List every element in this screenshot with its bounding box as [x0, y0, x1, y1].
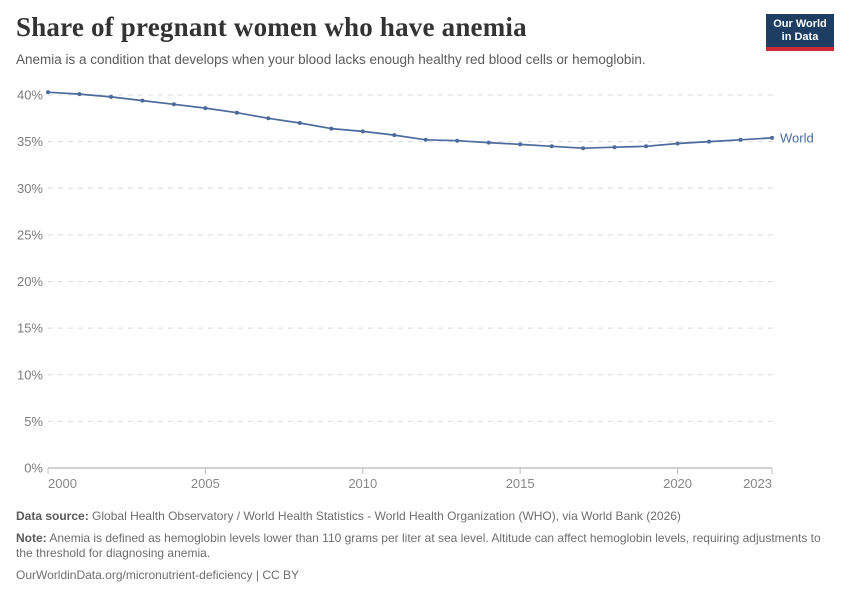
data-point[interactable] — [329, 126, 334, 131]
data-source-line: Data source: Global Health Observatory /… — [16, 509, 828, 525]
y-axis-label: 15% — [17, 321, 43, 336]
y-axis-label: 25% — [17, 227, 43, 242]
data-point[interactable] — [770, 135, 774, 140]
note-line: Note: Anemia is defined as hemoglobin le… — [16, 531, 828, 562]
data-point[interactable] — [297, 121, 302, 125]
chart-footer: Data source: Global Health Observatory /… — [16, 509, 828, 589]
data-point[interactable] — [203, 106, 208, 111]
data-point[interactable] — [360, 129, 365, 134]
data-point[interactable] — [171, 102, 176, 107]
data-point[interactable] — [423, 137, 428, 142]
owid-logo-line1: Our World — [773, 18, 827, 30]
data-point[interactable] — [46, 90, 50, 95]
y-axis-label: 20% — [17, 274, 43, 289]
world-series-line[interactable] — [47, 91, 773, 150]
data-point[interactable] — [109, 94, 113, 99]
data-source-label: Data source: — [16, 509, 89, 523]
data-point[interactable] — [266, 116, 271, 121]
data-point[interactable] — [518, 142, 523, 147]
x-axis-label: 2000 — [48, 476, 77, 491]
data-point[interactable] — [675, 141, 680, 146]
x-axis-label: 2005 — [191, 476, 220, 491]
data-point[interactable] — [140, 98, 145, 103]
line-chart: 0% 5% 10% 15% 20% 25% 30% 35% 40% 2000 2005 2010 201… — [17, 88, 814, 492]
y-axis-label: 35% — [17, 134, 43, 149]
data-point[interactable] — [77, 92, 82, 97]
data-point[interactable] — [234, 110, 239, 115]
data-point[interactable] — [738, 137, 743, 142]
data-point[interactable] — [486, 140, 491, 145]
x-axis-label: 2023 — [743, 476, 772, 491]
data-point[interactable] — [581, 146, 586, 151]
data-point[interactable] — [455, 138, 460, 143]
x-axis-label: 2020 — [663, 476, 692, 491]
owid-logo-line2: in Data — [781, 31, 819, 43]
chart-subtitle: Anemia is a condition that develops when… — [16, 52, 646, 67]
data-point[interactable] — [549, 144, 554, 149]
chart-title: Share of pregnant women who have anemia — [16, 12, 527, 42]
note-label: Note: — [16, 530, 47, 545]
x-axis-label: 2015 — [506, 476, 535, 491]
data-point[interactable] — [707, 139, 711, 144]
y-axis-label: 10% — [17, 367, 43, 382]
data-source-text: Global Health Observatory / World Health… — [92, 509, 681, 523]
data-point[interactable] — [612, 145, 617, 150]
citation-link[interactable]: OurWorldinData.org/micronutrient-deficie… — [16, 567, 299, 582]
y-axis-label: 0% — [24, 461, 43, 476]
data-point[interactable] — [392, 133, 397, 138]
y-axis-label: 30% — [17, 181, 43, 196]
owid-logo[interactable]: Our World in Data — [766, 14, 834, 51]
x-axis-label: 2010 — [348, 476, 377, 491]
data-point[interactable] — [644, 144, 649, 149]
series-label-world[interactable]: World — [780, 130, 814, 145]
y-axis-label: 5% — [24, 414, 43, 429]
note-text: Anemia is defined as hemoglobin levels l… — [16, 530, 821, 561]
y-axis-label: 40% — [17, 88, 43, 103]
